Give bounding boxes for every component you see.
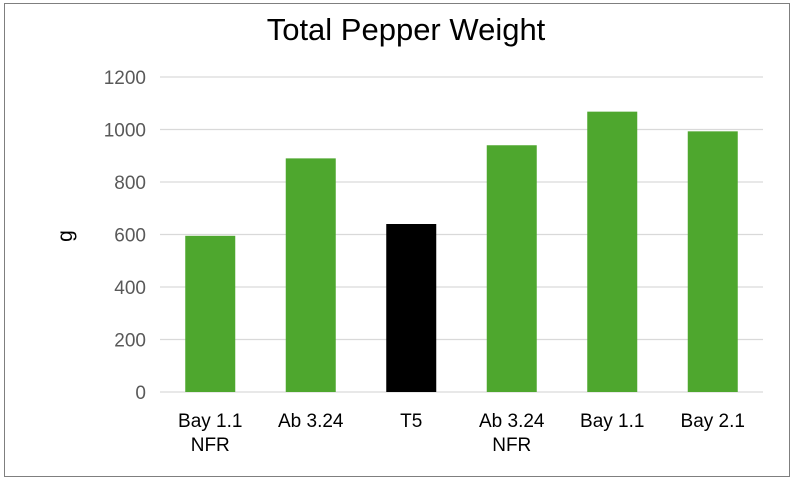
y-tick-label: 1200	[104, 68, 146, 89]
y-tick-label: 400	[114, 278, 146, 299]
x-tick-label: T5	[400, 411, 422, 432]
x-tick-label: Bay 2.1	[681, 411, 745, 432]
x-tick-label: Bay 1.1	[580, 411, 644, 432]
x-axis-ticks: Bay 1.1 NFR Ab 3.24 T5 Ab 3.24 NFR Bay 1.1 Bay …	[178, 411, 745, 456]
y-tick-label: 1000	[104, 121, 146, 142]
bar	[386, 224, 437, 392]
x-tick-label: NFR	[492, 435, 531, 456]
y-tick-label: 600	[114, 226, 146, 247]
y-tick-label: 200	[114, 331, 146, 352]
gridlines	[160, 76, 763, 393]
bar	[185, 235, 236, 392]
y-axis-label: g	[54, 230, 77, 242]
x-tick-label: Bay 1.1	[178, 411, 242, 432]
bar	[285, 158, 336, 392]
bar	[687, 131, 738, 392]
y-axis-ticks: 0 200 400 600 800 1000 1200	[104, 68, 146, 404]
y-tick-label: 0	[135, 383, 146, 404]
bars	[185, 111, 738, 393]
bar	[587, 111, 638, 393]
bar	[486, 145, 537, 392]
y-tick-label: 800	[114, 173, 146, 194]
x-tick-label: NFR	[191, 435, 230, 456]
chart-title: Total Pepper Weight	[267, 12, 546, 47]
x-tick-label: Ab 3.24	[479, 411, 545, 432]
x-tick-label: Ab 3.24	[278, 411, 344, 432]
